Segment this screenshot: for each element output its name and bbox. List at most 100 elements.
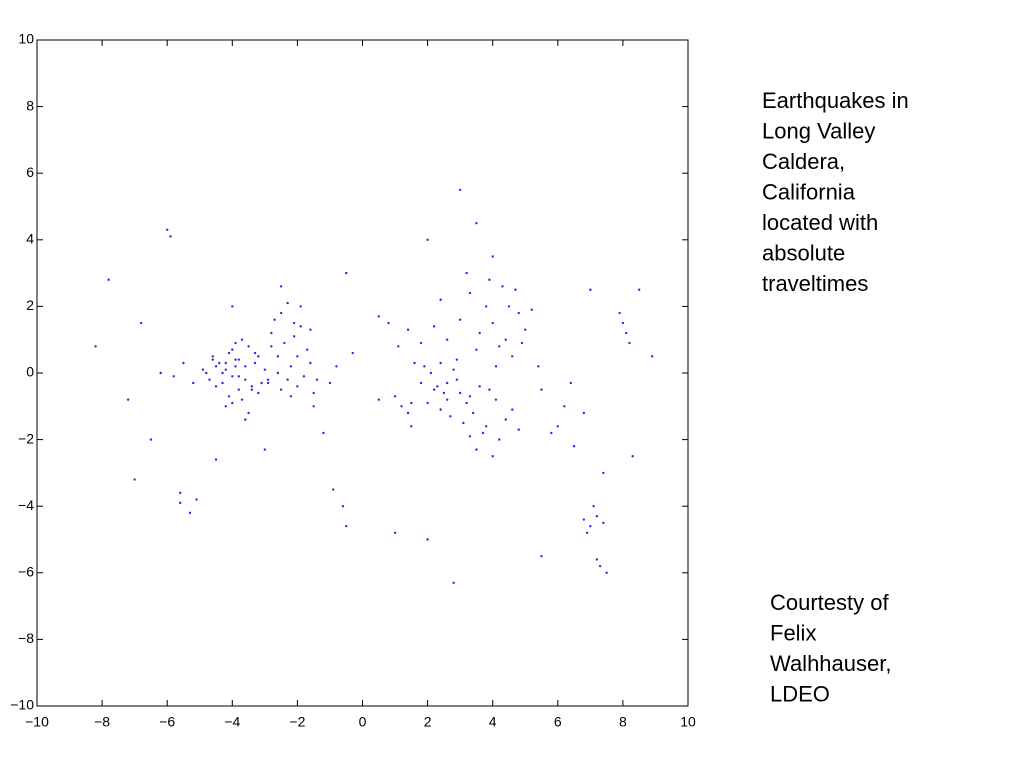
data-point bbox=[455, 378, 459, 381]
data-point bbox=[397, 345, 400, 348]
data-point bbox=[426, 238, 429, 241]
data-point bbox=[452, 368, 455, 371]
data-point bbox=[592, 505, 595, 508]
data-point bbox=[484, 425, 488, 428]
data-point bbox=[393, 395, 397, 398]
x-tick-label: −4 bbox=[224, 714, 240, 730]
data-point bbox=[550, 431, 553, 435]
y-tick-label: 10 bbox=[18, 31, 34, 47]
data-point bbox=[231, 348, 234, 351]
data-point bbox=[240, 398, 244, 401]
data-point bbox=[289, 395, 293, 398]
x-tick-label: 4 bbox=[489, 714, 497, 730]
annotation-line: Courtesty of bbox=[770, 590, 889, 615]
data-point bbox=[595, 558, 599, 561]
data-point bbox=[537, 365, 540, 368]
data-point bbox=[296, 355, 299, 358]
data-point bbox=[377, 398, 380, 401]
data-point bbox=[286, 378, 289, 381]
data-point bbox=[650, 355, 654, 358]
data-point bbox=[488, 388, 491, 391]
data-point bbox=[218, 361, 221, 365]
annotation-line: Long Valley bbox=[762, 119, 875, 144]
data-point bbox=[211, 355, 214, 358]
data-point bbox=[520, 341, 524, 345]
data-point bbox=[432, 388, 436, 391]
data-point bbox=[488, 278, 491, 281]
data-point bbox=[270, 331, 273, 335]
data-point bbox=[602, 471, 605, 475]
data-point bbox=[231, 375, 234, 378]
data-point bbox=[595, 514, 599, 518]
y-tick-label: −10 bbox=[10, 697, 34, 713]
data-point bbox=[498, 345, 501, 348]
data-point bbox=[224, 405, 227, 408]
data-point bbox=[328, 381, 332, 385]
data-point bbox=[263, 368, 267, 371]
data-point bbox=[426, 401, 429, 405]
data-point bbox=[260, 381, 263, 385]
data-point bbox=[250, 388, 254, 391]
data-point bbox=[169, 235, 172, 238]
data-point bbox=[292, 321, 296, 325]
annotation-line: LDEO bbox=[770, 682, 830, 707]
plot-frame bbox=[36, 39, 689, 707]
data-point bbox=[305, 348, 309, 351]
data-point bbox=[618, 311, 621, 315]
data-point bbox=[279, 388, 283, 391]
data-point bbox=[159, 371, 162, 375]
annotation-line: Walhhauser, bbox=[770, 651, 891, 676]
data-point bbox=[455, 358, 459, 361]
data-point bbox=[491, 255, 494, 258]
annotation-line: Caldera, bbox=[762, 149, 845, 174]
data-point bbox=[276, 355, 280, 358]
data-point bbox=[240, 338, 244, 341]
data-point bbox=[458, 188, 462, 192]
x-tick-label: −8 bbox=[94, 714, 110, 730]
data-point bbox=[481, 431, 485, 435]
data-point bbox=[299, 325, 302, 328]
data-point bbox=[445, 381, 449, 385]
data-point bbox=[569, 381, 573, 385]
data-point bbox=[201, 368, 205, 371]
data-point bbox=[179, 501, 182, 505]
data-point bbox=[270, 345, 273, 348]
data-point bbox=[253, 351, 257, 355]
annotation-line: California bbox=[762, 180, 856, 205]
data-point bbox=[312, 391, 315, 395]
data-point bbox=[257, 391, 260, 395]
data-point bbox=[507, 305, 511, 308]
data-point bbox=[234, 341, 237, 345]
data-point bbox=[322, 431, 325, 435]
data-point bbox=[231, 401, 234, 405]
data-point bbox=[214, 458, 218, 461]
data-point bbox=[475, 448, 478, 451]
data-point bbox=[227, 395, 231, 398]
data-point bbox=[429, 371, 433, 375]
data-point bbox=[315, 378, 319, 381]
data-point bbox=[244, 365, 247, 368]
data-point bbox=[149, 438, 153, 441]
data-point bbox=[468, 395, 472, 398]
data-point bbox=[452, 581, 455, 584]
data-point bbox=[589, 524, 592, 528]
data-point bbox=[234, 365, 237, 368]
data-point bbox=[598, 564, 602, 568]
data-point bbox=[511, 408, 514, 411]
data-point bbox=[188, 511, 192, 515]
data-point bbox=[279, 285, 283, 288]
annotation-line: traveltimes bbox=[762, 271, 868, 296]
data-point bbox=[514, 288, 517, 291]
data-point bbox=[266, 378, 270, 381]
data-point bbox=[237, 375, 241, 378]
annotation-line: Felix bbox=[770, 621, 816, 646]
data-point bbox=[182, 361, 185, 365]
data-point bbox=[540, 388, 543, 391]
data-point bbox=[471, 411, 475, 415]
data-point bbox=[624, 331, 628, 335]
data-point bbox=[179, 491, 182, 495]
y-tick-label: 4 bbox=[26, 231, 34, 247]
data-point bbox=[628, 341, 631, 345]
data-point bbox=[192, 381, 195, 385]
data-point bbox=[426, 538, 429, 541]
